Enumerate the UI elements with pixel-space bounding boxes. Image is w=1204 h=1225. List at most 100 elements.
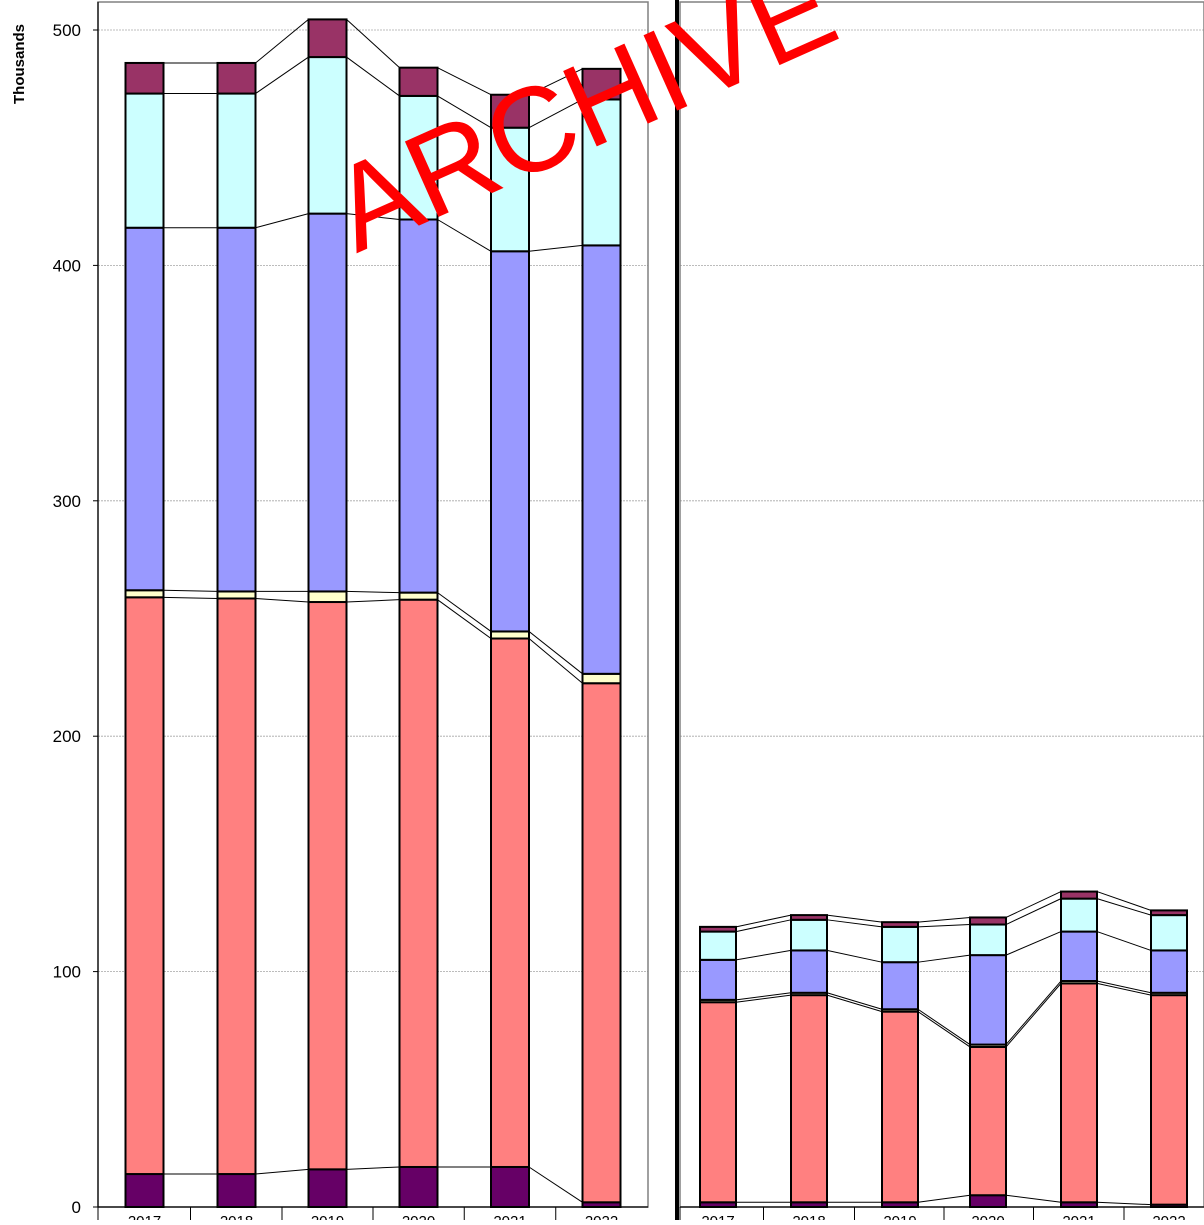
bar-segment: [1150, 909, 1188, 917]
x-tick-label: 2021: [1062, 1213, 1095, 1220]
connector-lines: [163, 19, 1152, 1206]
bar-segment: [1060, 930, 1098, 983]
connector-line: [437, 219, 492, 252]
bar-segment: [699, 930, 737, 961]
bar-segment: [790, 918, 828, 952]
bar-segment: [699, 1001, 737, 1204]
connector-line: [437, 599, 492, 639]
connector-line: [917, 916, 971, 923]
panel-frame: [679, 1, 1204, 1208]
connector-line: [528, 638, 583, 684]
bar-segment: [1150, 949, 1188, 994]
connector-line: [1096, 931, 1152, 951]
bar-segment: [699, 925, 737, 933]
x-tick-label: 2018: [792, 1213, 825, 1220]
bar-segment: [124, 596, 165, 1176]
bar-segment: [216, 1173, 257, 1208]
x-tick-label: 2021: [493, 1213, 526, 1220]
bar-segment: [969, 916, 1007, 926]
bar-segment: [790, 994, 828, 1204]
bar-segment: [398, 66, 439, 97]
bars: [124, 18, 1188, 1209]
connector-line: [1005, 1194, 1062, 1203]
bar-segment: [581, 67, 622, 101]
connector-line: [917, 924, 971, 928]
connector-line: [1005, 983, 1062, 1048]
bar-segment: [216, 61, 257, 95]
connector-line: [528, 631, 583, 675]
connector-line: [255, 1168, 309, 1175]
bar-segment: [490, 637, 530, 1168]
bar-segment: [124, 589, 165, 599]
y-tick-label: 100: [53, 963, 81, 982]
bar-segment: [490, 630, 530, 640]
bar-segment: [881, 921, 919, 928]
bar-segment: [307, 18, 348, 59]
connector-line: [826, 994, 883, 1013]
labels: Thousands 0 100 200 300 400 500 2017 2018 2019 20…: [11, 21, 1186, 1225]
bar-segment: [307, 590, 348, 604]
bar-segment: [216, 597, 257, 1176]
connector-line: [826, 914, 883, 923]
bar-segment: [398, 1165, 439, 1209]
bar-segment: [881, 961, 919, 1011]
bar-segment: [790, 949, 828, 994]
bar-segment: [969, 1045, 1007, 1197]
connector-line: [528, 68, 583, 96]
y-tick-label: 0: [72, 1198, 81, 1217]
bar-segment: [1060, 890, 1098, 900]
connector-line: [346, 56, 400, 97]
x-tick-label: 2020: [402, 1213, 435, 1220]
x-tick-label: 2022: [585, 1213, 618, 1220]
bar-segment: [490, 93, 530, 129]
connector-line: [735, 919, 792, 933]
y-tick-label: 400: [53, 256, 81, 275]
x-tick-label: 2017: [128, 1213, 161, 1220]
connector-line: [1096, 982, 1152, 996]
connector-line: [255, 213, 309, 229]
panel-frames: [97, 1, 1204, 1208]
bar-segment: [1060, 982, 1098, 1204]
bar-segment: [307, 56, 348, 215]
connector-line: [826, 919, 883, 928]
bar-segment: [124, 92, 165, 229]
bar-segment: [307, 601, 348, 1171]
bar-segment: [490, 1165, 530, 1209]
bar-segment: [398, 218, 439, 594]
y-tick-label: 200: [53, 727, 81, 746]
connector-line: [1096, 891, 1152, 911]
bar-segment: [216, 226, 257, 593]
gridlines: [98, 29, 1204, 972]
connector-line: [163, 596, 218, 599]
bar-segment: [1060, 897, 1098, 933]
x-tick-label: 2018: [220, 1213, 253, 1220]
bar-segment: [1150, 914, 1188, 952]
connector-line: [346, 1166, 400, 1170]
connector-line: [255, 19, 309, 64]
x-tick-label: 2019: [311, 1213, 344, 1220]
bar-segment: [490, 250, 530, 633]
connector-line: [1096, 898, 1152, 916]
connector-line: [437, 95, 492, 129]
bar-segment: [969, 1194, 1007, 1208]
bar-segment: [124, 1173, 165, 1208]
bar-segment: [699, 958, 737, 1001]
bar-segment: [1150, 994, 1188, 1206]
connector-line: [163, 589, 218, 592]
connector-line: [735, 914, 792, 928]
x-tick-label: 2017: [701, 1213, 734, 1220]
bar-segment: [581, 682, 622, 1204]
connector-line: [1005, 891, 1062, 918]
connector-line: [528, 99, 583, 129]
x-tick-label: 2022: [1152, 1213, 1185, 1220]
bar-segment: [969, 954, 1007, 1046]
connector-line: [1005, 898, 1062, 925]
connector-line: [346, 19, 400, 69]
connector-line: [1005, 931, 1062, 956]
connector-line: [255, 597, 309, 603]
bar-segment: [216, 92, 257, 229]
x-tick-label: 2019: [883, 1213, 916, 1220]
connector-line: [735, 994, 792, 1003]
